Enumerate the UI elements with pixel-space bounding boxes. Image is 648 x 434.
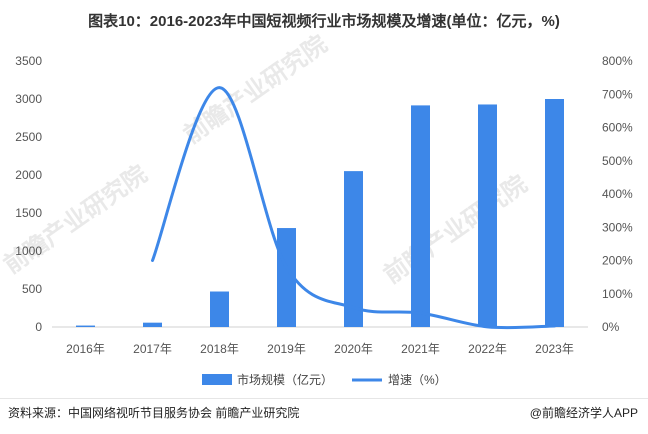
y-right-tick-label: 800%	[602, 54, 633, 68]
source-note: 资料来源：中国网络视听节目服务协会 前瞻产业研究院	[8, 406, 300, 420]
x-tick-label: 2019年	[267, 342, 306, 356]
y-right-tick-label: 400%	[602, 187, 633, 201]
bar	[277, 228, 296, 327]
y-left-tick-label: 3500	[15, 54, 42, 68]
bar	[344, 171, 363, 327]
x-tick-label: 2023年	[535, 342, 574, 356]
y-left-tick-label: 500	[22, 282, 42, 296]
legend-bar-label: 市场规模（亿元）	[237, 372, 333, 387]
y-right-tick-label: 0%	[602, 320, 620, 334]
x-tick-label: 2020年	[334, 342, 373, 356]
legend-line-label: 增速（%）	[388, 373, 447, 387]
y-left-tick-label: 2500	[15, 130, 42, 144]
y-left-tick-label: 0	[35, 320, 42, 334]
x-tick-label: 2018年	[200, 342, 239, 356]
bar	[210, 291, 229, 327]
bar	[545, 99, 564, 327]
chart: 0 500 1000 1500 2000 2500 3000 3500 0% 100% 200% 30…	[15, 54, 633, 387]
y-left-tick-label: 3000	[15, 92, 42, 106]
footer-divider	[0, 398, 648, 399]
y-left-tick-label: 1500	[15, 206, 42, 220]
bar	[143, 322, 162, 327]
x-tick-label: 2016年	[66, 342, 105, 356]
y-right-tick-label: 300%	[602, 220, 633, 234]
chart-title: 图表10：2016-2023年中国短视频行业市场规模及增速(单位：亿元，%)	[88, 13, 560, 30]
x-tick-label: 2022年	[468, 342, 507, 356]
y-right-tick-label: 700%	[602, 87, 633, 101]
y-right-tick-label: 600%	[602, 121, 633, 135]
bar	[411, 105, 430, 327]
legend-bar-swatch	[202, 374, 232, 385]
y-right-tick-label: 200%	[602, 254, 633, 268]
growth-line	[151, 86, 556, 330]
y-left-tick-label: 2000	[15, 168, 42, 182]
bar	[76, 325, 95, 327]
y-right-tick-label: 500%	[602, 154, 633, 168]
x-tick-label: 2021年	[401, 342, 440, 356]
y-left-tick-label: 1000	[15, 244, 42, 258]
brand-credit: @前瞻经济学人APP	[529, 406, 638, 420]
bar	[478, 104, 497, 327]
x-tick-label: 2017年	[133, 342, 172, 356]
y-right-tick-label: 100%	[602, 287, 633, 301]
